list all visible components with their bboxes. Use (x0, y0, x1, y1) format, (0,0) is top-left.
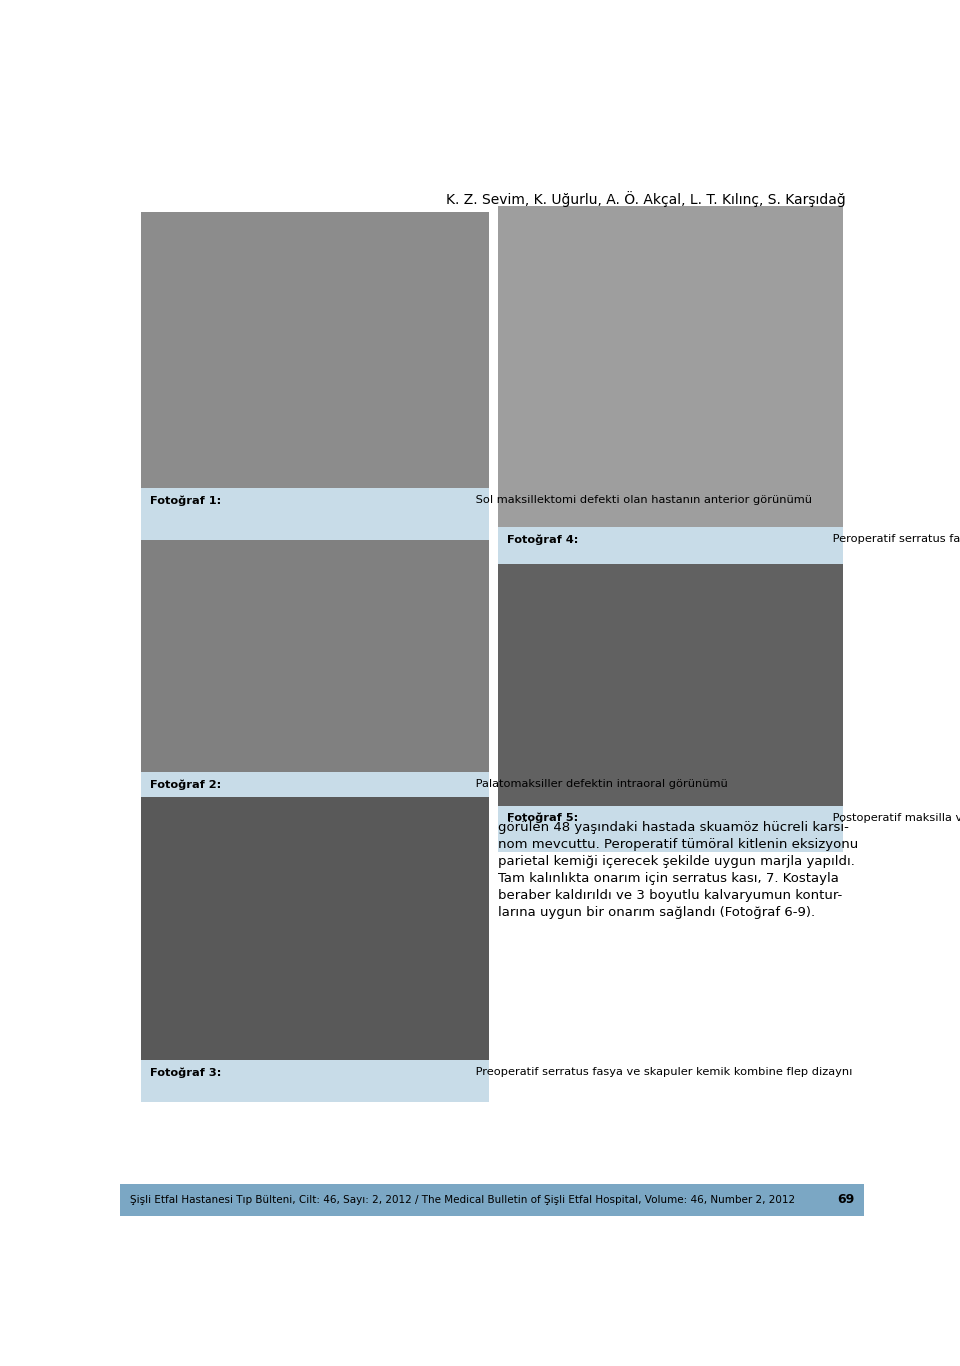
Text: 69: 69 (837, 1194, 854, 1206)
Bar (141, 1060, 489, 1102)
Text: Şişli Etfal Hastanesi Tıp Bülteni, Cilt: 46, Sayı: 2, 2012 / The Medical Bulleti: Şişli Etfal Hastanesi Tıp Bülteni, Cilt:… (130, 1195, 795, 1205)
Bar (141, 798, 489, 1060)
Text: Fotoğraf 4:: Fotoğraf 4: (507, 534, 578, 545)
Bar (120, 1184, 864, 1216)
Bar (498, 564, 843, 806)
Text: Palatomaksiller defektin intraoral görünümü: Palatomaksiller defektin intraoral görün… (472, 779, 728, 790)
Bar (498, 527, 843, 571)
Text: görülen 48 yaşındaki hastada skuamöz hücreli karsi-
nom mevcuttu. Peroperatif tü: görülen 48 yaşındaki hastada skuamöz hüc… (498, 821, 858, 919)
Bar (141, 488, 489, 542)
Text: Fotoğraf 3:: Fotoğraf 3: (150, 1067, 221, 1078)
Text: Fotoğraf 5:: Fotoğraf 5: (507, 813, 578, 824)
Text: Peroperatif serratus fasya ve skapuler kemik kombine flebinin görünümü: Peroperatif serratus fasya ve skapuler k… (829, 534, 960, 544)
Bar (141, 541, 489, 772)
Text: Postoperatif maksilla ve damak rekonstrüksiyonunun intraoral görünümü: Postoperatif maksilla ve damak rekonstrü… (829, 813, 960, 822)
Text: Sol maksillektomi defekti olan hastanın anterior görünümü: Sol maksillektomi defekti olan hastanın … (472, 496, 812, 505)
Text: Fotoğraf 1:: Fotoğraf 1: (150, 496, 221, 505)
Text: Preoperatif serratus fasya ve skapuler kemik kombine flep dizaynı: Preoperatif serratus fasya ve skapuler k… (472, 1067, 852, 1078)
Bar (141, 212, 489, 488)
Bar (498, 206, 843, 527)
Bar (498, 806, 843, 852)
Text: Fotoğraf 2:: Fotoğraf 2: (150, 779, 221, 790)
Text: K. Z. Sevim, K. Uğurlu, A. Ö. Akçal, L. T. Kılınç, S. Karşıdağ: K. Z. Sevim, K. Uğurlu, A. Ö. Akçal, L. … (445, 191, 846, 208)
Bar (141, 772, 489, 803)
